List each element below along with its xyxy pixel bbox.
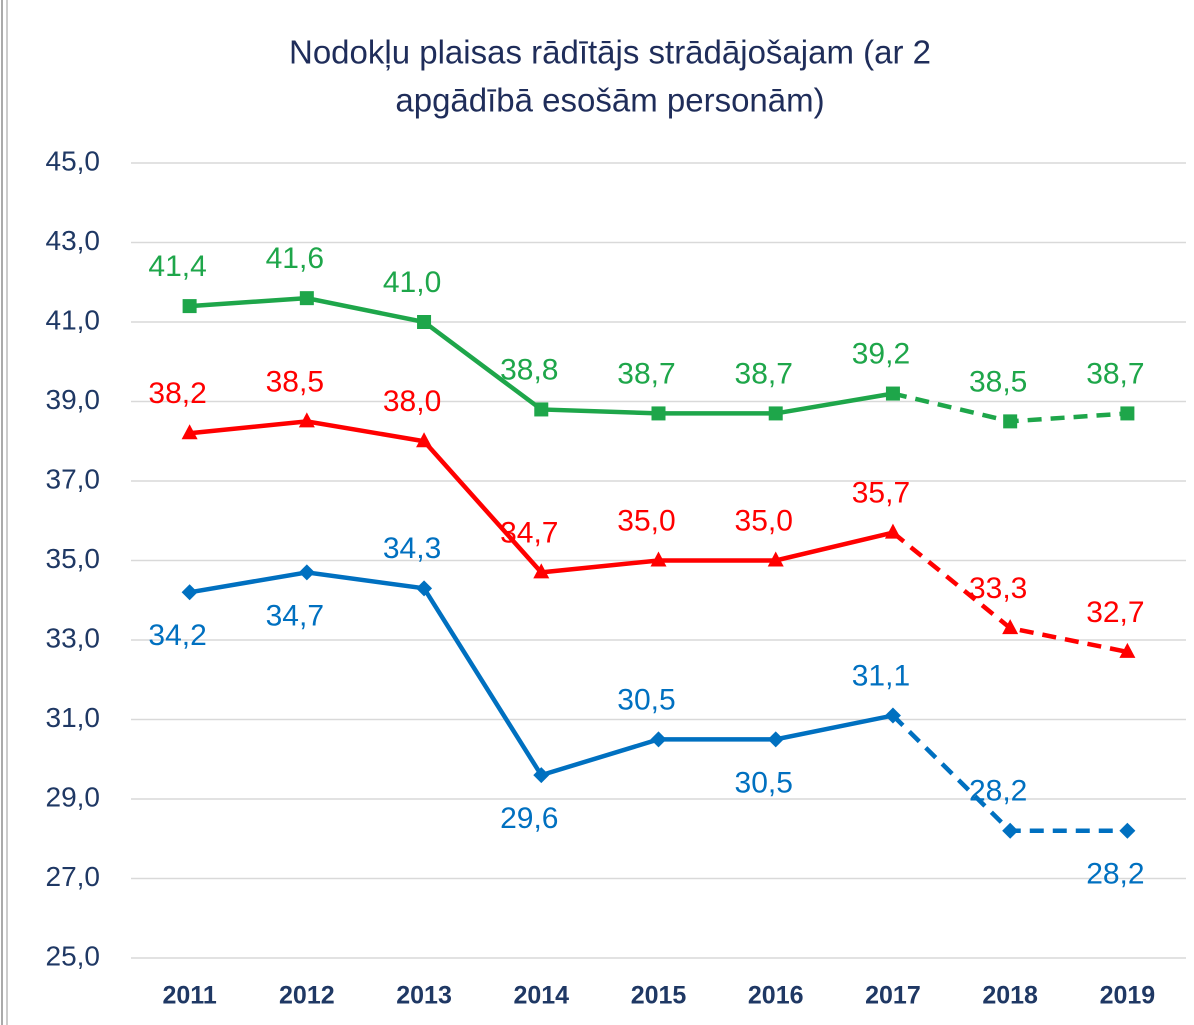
marker — [1120, 406, 1135, 421]
x-tick-label: 2017 — [865, 982, 921, 1010]
data-label: 38,7 — [1086, 357, 1144, 390]
marker — [768, 406, 783, 421]
data-label: 31,1 — [852, 659, 910, 692]
marker — [298, 412, 315, 428]
marker — [767, 551, 784, 567]
data-label: 34,7 — [500, 516, 558, 549]
marker — [651, 406, 666, 421]
y-tick-label: 45,0 — [46, 145, 101, 176]
data-label: 38,7 — [617, 357, 675, 390]
data-label: 38,2 — [148, 377, 206, 410]
data-label: 34,3 — [383, 532, 441, 565]
marker — [1002, 822, 1019, 839]
y-tick-label: 35,0 — [46, 543, 101, 574]
data-label: 38,8 — [500, 353, 558, 386]
data-label: 38,7 — [735, 357, 793, 390]
x-tick-label: 2012 — [279, 982, 335, 1010]
x-tick-label: 2019 — [1100, 982, 1156, 1010]
x-tick-label: 2014 — [513, 982, 569, 1010]
marker — [417, 315, 432, 329]
marker — [884, 707, 901, 724]
y-tick-label: 39,0 — [46, 384, 101, 415]
marker — [650, 551, 667, 567]
marker — [299, 291, 314, 306]
data-label: 41,0 — [383, 266, 441, 299]
chart-title: apgādībā esošām personām) — [395, 82, 824, 119]
y-tick-label: 41,0 — [46, 304, 101, 335]
marker — [533, 767, 550, 784]
data-label: 35,7 — [852, 477, 910, 510]
data-label: 38,0 — [383, 385, 441, 418]
marker — [1119, 822, 1136, 839]
marker — [416, 580, 433, 597]
data-label: 39,2 — [852, 337, 910, 370]
marker — [1003, 414, 1018, 429]
y-tick-label: 43,0 — [46, 225, 101, 256]
data-label: 33,3 — [969, 572, 1027, 605]
marker — [416, 432, 433, 448]
data-label: 34,2 — [148, 619, 206, 652]
marker — [650, 731, 667, 748]
marker — [182, 299, 197, 314]
data-label: 41,4 — [148, 250, 206, 283]
marker — [298, 564, 315, 581]
data-label: 41,6 — [266, 242, 324, 275]
data-label: 35,0 — [617, 504, 675, 537]
x-tick-label: 2015 — [631, 982, 687, 1010]
x-tick-label: 2018 — [982, 982, 1038, 1010]
data-label: 29,6 — [500, 802, 558, 835]
data-label: 30,5 — [735, 766, 793, 799]
x-tick-label: 2016 — [748, 982, 804, 1010]
data-label: 38,5 — [266, 365, 324, 398]
data-label: 28,2 — [969, 775, 1027, 808]
marker — [885, 386, 900, 401]
y-tick-label: 27,0 — [46, 861, 101, 892]
marker — [1119, 642, 1136, 658]
marker — [181, 584, 198, 601]
data-label: 38,5 — [969, 365, 1027, 398]
data-label: 35,0 — [735, 504, 793, 537]
y-tick-label: 31,0 — [46, 702, 101, 733]
y-tick-label: 33,0 — [46, 622, 101, 653]
marker — [1002, 619, 1019, 635]
marker — [181, 424, 198, 440]
y-tick-label: 29,0 — [46, 781, 101, 812]
marker — [533, 563, 550, 579]
x-tick-label: 2011 — [162, 982, 216, 1010]
x-tick-label: 2013 — [396, 982, 452, 1010]
data-label: 30,5 — [617, 683, 675, 716]
marker — [884, 523, 901, 539]
y-tick-label: 25,0 — [46, 940, 101, 971]
marker — [534, 402, 549, 417]
chart-title: Nodokļu plaisas rādītājs strādājošajam (… — [289, 34, 931, 71]
data-label: 28,2 — [1086, 858, 1144, 891]
data-label: 34,7 — [266, 599, 324, 632]
marker — [767, 731, 784, 748]
data-label: 32,7 — [1086, 596, 1144, 629]
y-tick-label: 37,0 — [46, 463, 101, 494]
